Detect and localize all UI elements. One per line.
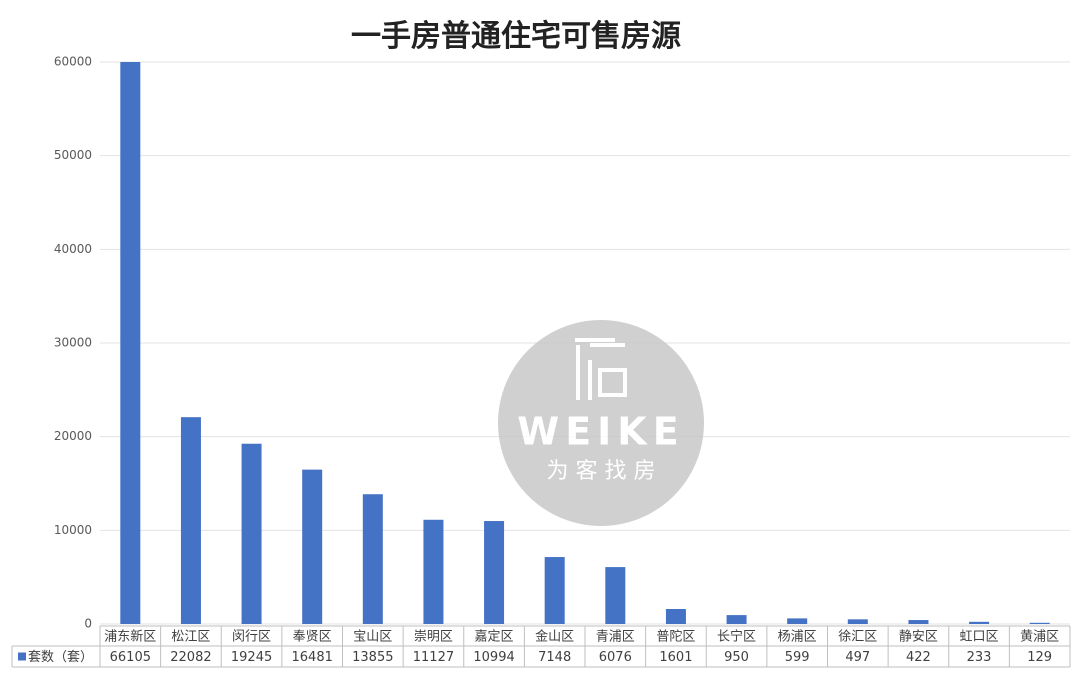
watermark: WEIKE 为 客 找 房 [498, 320, 704, 526]
y-tick-label: 40000 [54, 242, 92, 256]
data-table-value: 11127 [413, 650, 454, 665]
bar [423, 519, 444, 624]
x-tick-label: 奉贤区 [293, 630, 332, 645]
bar [120, 62, 141, 624]
bar [847, 619, 868, 624]
watermark-slogan: 为 客 找 房 [547, 459, 656, 484]
x-tick-label: 普陀区 [656, 629, 695, 645]
x-tick-label: 黄浦区 [1020, 630, 1059, 645]
y-tick-label: 60000 [54, 55, 92, 69]
bar [302, 469, 323, 624]
data-table-value: 10994 [473, 650, 514, 665]
data-table-value: 13855 [352, 650, 393, 665]
data-table-value: 950 [724, 650, 749, 665]
data-table-value: 129 [1027, 650, 1052, 665]
chart-title: 一手房普通住宅可售房源 [351, 19, 681, 54]
legend-key [18, 652, 26, 661]
data-table-value: 16481 [292, 650, 333, 665]
data-table-value: 497 [845, 650, 870, 665]
x-tick-label: 浦东新区 [104, 629, 156, 645]
bar [484, 521, 505, 624]
data-table-value: 1601 [659, 650, 692, 665]
data-table-value: 22082 [170, 650, 211, 665]
x-tick-label: 徐汇区 [838, 630, 877, 645]
data-table-value: 7148 [538, 650, 571, 665]
bar [665, 609, 686, 624]
y-tick-label: 20000 [54, 429, 92, 443]
data-table-value: 422 [906, 650, 931, 665]
bar [908, 620, 929, 624]
data-table-value: 66105 [110, 650, 151, 665]
bar [726, 615, 747, 624]
bar [362, 494, 383, 624]
watermark-brand: WEIKE [517, 410, 684, 454]
x-tick-label: 金山区 [535, 629, 574, 645]
x-tick-label: 杨浦区 [778, 630, 817, 645]
x-tick-label: 嘉定区 [475, 630, 514, 645]
bar [1029, 622, 1050, 624]
x-tick-label: 虹口区 [960, 630, 999, 645]
bars [120, 62, 1050, 624]
bar [605, 567, 626, 624]
x-tick-label: 松江区 [171, 630, 210, 645]
bar [241, 443, 262, 624]
bar [180, 417, 201, 624]
x-tick-label: 静安区 [899, 630, 938, 645]
bar [969, 621, 990, 624]
data-table-value: 6076 [599, 650, 632, 665]
data-table-value: 19245 [231, 650, 272, 665]
y-tick-label: 0 [84, 617, 92, 631]
watermark-logo [575, 338, 627, 400]
y-tick-label: 30000 [54, 336, 92, 350]
bar [544, 557, 565, 624]
x-tick-label: 宝山区 [353, 630, 392, 645]
x-tick-label: 闵行区 [232, 630, 271, 645]
data-table-value: 233 [967, 650, 992, 665]
y-tick-label: 10000 [54, 523, 92, 537]
watermark-circle [498, 320, 704, 526]
bar [787, 618, 808, 624]
data-table-value: 599 [785, 650, 810, 665]
x-tick-label: 崇明区 [414, 630, 453, 645]
x-tick-label: 青浦区 [596, 630, 635, 645]
x-tick-label: 长宁区 [717, 629, 756, 645]
y-tick-label: 50000 [54, 148, 92, 162]
legend-label: 套数（套） [28, 649, 93, 665]
